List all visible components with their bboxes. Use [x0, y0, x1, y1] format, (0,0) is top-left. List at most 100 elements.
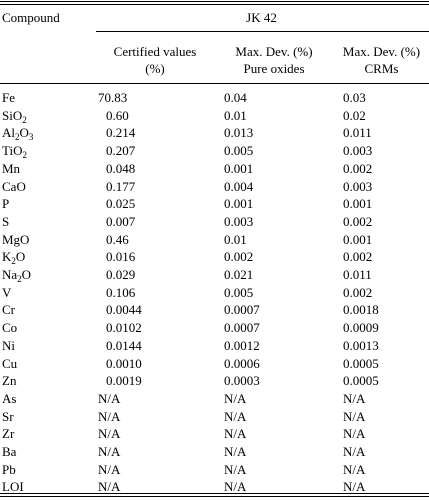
- header-crms-line1: Max. Dev. (%): [342, 44, 421, 59]
- compound-text: S: [2, 213, 10, 229]
- certified-value-cell: 0.106: [106, 284, 136, 300]
- compound-text: Al: [2, 125, 15, 141]
- compound-text: Ni: [2, 337, 15, 353]
- bottom-rule-1: [0, 493, 429, 494]
- crms-deviation-cell: N/A: [343, 461, 366, 477]
- compound-text: Zn: [2, 373, 17, 389]
- pure-oxides-deviation-cell: 0.04: [224, 90, 247, 105]
- pure-oxides-deviation-cell: 0.0003: [224, 373, 260, 389]
- compound-subscript: 2: [22, 114, 27, 125]
- compound-cell: CaO: [2, 179, 26, 194]
- crms-deviation-cell: N/A: [343, 444, 366, 459]
- certified-value-cell: N/A: [98, 408, 121, 424]
- certified-value-cell: 0.007: [106, 213, 136, 229]
- certified-value-cell: 0.214: [106, 125, 136, 141]
- crms-deviation-cell: 0.001: [343, 231, 373, 247]
- crms-deviation-cell: 0.001: [343, 196, 373, 212]
- compound-text: Co: [2, 320, 18, 336]
- pure-oxides-deviation-cell: 0.01: [224, 107, 247, 123]
- compound-cell: LOI: [2, 479, 24, 494]
- compound-cell: SiO2: [2, 108, 27, 125]
- certified-value-cell: N/A: [98, 390, 121, 406]
- compound-text: Cr: [2, 302, 15, 318]
- pure-oxides-deviation-cell: 0.01: [224, 231, 247, 247]
- compound-cell: Cr: [2, 302, 15, 317]
- certified-value-cell: 0.0019: [106, 373, 142, 389]
- crms-deviation-cell: 0.011: [343, 267, 372, 282]
- compound-cell: Pb: [2, 462, 16, 477]
- certified-value-cell: 0.048: [106, 160, 136, 176]
- compound-subscript: 2: [11, 256, 16, 267]
- header-pure-oxides-line1: Max. Dev. (%): [235, 44, 313, 59]
- pure-oxides-deviation-cell: N/A: [224, 426, 247, 442]
- certified-value-cell: 0.207: [106, 143, 136, 159]
- compound-cell: Zr: [2, 426, 14, 441]
- header-pure-oxides-line2: Pure oxides: [243, 61, 305, 76]
- pure-oxides-deviation-cell: 0.005: [224, 284, 254, 300]
- compound-text: Mn: [2, 160, 21, 176]
- compound-text: Ba: [2, 444, 17, 459]
- certified-value-cell: 0.0102: [106, 320, 142, 336]
- crms-deviation-cell: N/A: [343, 426, 366, 442]
- compound-text: O: [19, 125, 29, 141]
- pure-oxides-deviation-cell: 0.021: [224, 267, 254, 282]
- compound-cell: As: [2, 391, 16, 406]
- certified-value-cell: 0.029: [106, 267, 136, 282]
- compound-cell: Na2O: [2, 267, 32, 284]
- pure-oxides-deviation-cell: 0.0007: [224, 302, 260, 318]
- crms-deviation-cell: 0.0005: [343, 373, 379, 389]
- pure-oxides-deviation-cell: 0.002: [224, 249, 254, 265]
- certified-value-cell: N/A: [98, 444, 121, 459]
- crms-deviation-cell: 0.02: [343, 107, 366, 123]
- certified-value-cell: 0.0010: [106, 355, 142, 371]
- pure-oxides-deviation-cell: 0.013: [224, 125, 254, 141]
- crms-deviation-cell: 0.0018: [343, 302, 379, 318]
- pure-oxides-deviation-cell: 0.005: [224, 143, 254, 159]
- compound-text: As: [2, 390, 17, 406]
- compound-text: Na: [2, 267, 18, 282]
- compound-text: V: [2, 284, 12, 300]
- compound-text: O: [21, 267, 32, 282]
- compound-cell: Sr: [2, 409, 14, 424]
- pure-oxides-deviation-cell: 0.0007: [224, 320, 260, 336]
- compound-text: Zr: [2, 426, 15, 442]
- compound-text: K: [2, 249, 12, 265]
- pure-oxides-deviation-cell: 0.004: [224, 178, 254, 194]
- compound-cell: Al2O3: [2, 125, 34, 143]
- certified-value-cell: N/A: [98, 479, 121, 495]
- bottom-rule-2: [0, 496, 429, 497]
- compound-cell: V: [2, 285, 11, 300]
- compound-cell: Ba: [2, 444, 16, 459]
- crms-deviation-cell: 0.0005: [343, 355, 379, 371]
- pure-oxides-deviation-cell: N/A: [224, 390, 247, 406]
- compound-text: MgO: [2, 231, 30, 247]
- crms-deviation-cell: 0.002: [343, 160, 373, 176]
- compound-cell: Co: [2, 320, 17, 335]
- compound-subscript: 3: [28, 132, 34, 143]
- compound-text: Fe: [2, 90, 15, 105]
- compound-text: O: [15, 249, 26, 265]
- compound-text: Sr: [2, 408, 14, 424]
- compound-cell: S: [2, 214, 9, 229]
- crms-deviation-cell: N/A: [343, 479, 366, 495]
- certified-value-cell: 0.60: [106, 107, 129, 123]
- compound-text: Cu: [2, 355, 18, 371]
- crms-deviation-cell: N/A: [343, 408, 366, 424]
- compound-cell: Ni: [2, 338, 15, 353]
- crms-deviation-cell: 0.003: [343, 178, 373, 194]
- certified-value-cell: 0.016: [106, 249, 136, 265]
- pure-oxides-deviation-cell: N/A: [224, 461, 247, 477]
- compound-subscript: 2: [22, 150, 27, 161]
- top-rule-2: [0, 4, 429, 5]
- certified-value-cell: 0.177: [106, 178, 136, 194]
- top-rule-1: [0, 1, 429, 2]
- group-underline: [96, 31, 429, 32]
- header-certified-line2: (%): [145, 61, 165, 76]
- compound-text: P: [2, 196, 10, 212]
- header-crms-line2: CRMs: [364, 61, 399, 76]
- pure-oxides-deviation-cell: N/A: [224, 444, 247, 459]
- compound-text: CaO: [2, 178, 26, 194]
- crms-deviation-cell: 0.003: [343, 143, 373, 159]
- compound-text: TiO: [2, 143, 23, 159]
- certified-value-cell: 70.83: [98, 90, 128, 105]
